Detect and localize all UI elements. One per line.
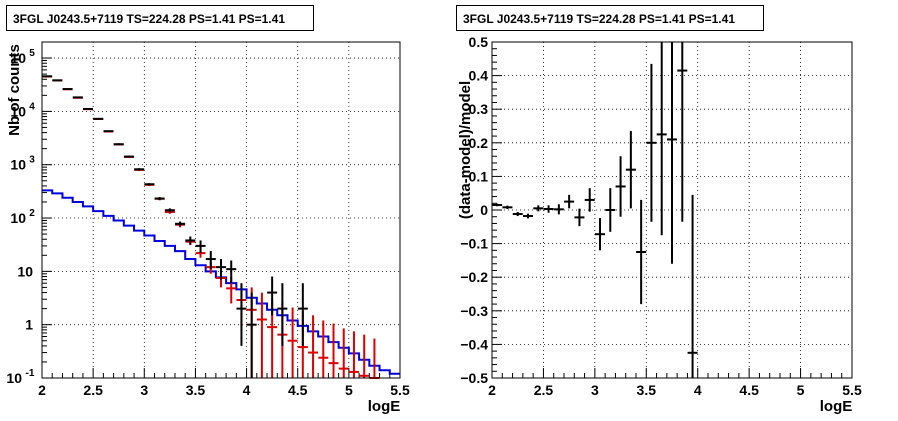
right-y-tick-label: −0.4 xyxy=(460,336,488,352)
left-plot-area xyxy=(42,42,400,378)
left-x-tick-label: 3.5 xyxy=(186,382,206,398)
left-y-tick-label: 10 xyxy=(10,50,26,66)
left-plot xyxy=(41,41,401,379)
left-x-tick-label: 5 xyxy=(345,382,353,398)
right-y-tick-label: 0.1 xyxy=(469,168,489,184)
left-x-axis-label: logE xyxy=(368,398,401,415)
right-y-tick-label: 0 xyxy=(480,202,488,218)
left-y-tick-exponent: 4 xyxy=(29,101,35,112)
right-x-tick-label: 4.5 xyxy=(739,382,759,398)
right-y-tick-label: −0.1 xyxy=(460,236,488,252)
right-y-tick-label: 0.4 xyxy=(469,68,489,84)
right-x-tick-label: 5 xyxy=(797,382,805,398)
left-y-tick-exponent: 3 xyxy=(29,155,35,166)
left-y-tick-label: 10 xyxy=(6,370,22,386)
right-y-tick-label: −0.3 xyxy=(460,303,488,319)
left-x-tick-label: 2 xyxy=(38,382,46,398)
right-y-tick-label: 0.5 xyxy=(469,34,489,50)
left-chart-title: 3FGL J0243.5+7119 TS=224.28 PS=1.41 PS=1… xyxy=(6,5,314,31)
left-x-tick-label: 4 xyxy=(243,382,251,398)
right-x-tick-label: 3 xyxy=(591,382,599,398)
right-x-tick-label: 2.5 xyxy=(534,382,554,398)
right-x-axis-label: logE xyxy=(820,398,853,415)
right-x-tick-label: 5.5 xyxy=(842,382,862,398)
right-plot xyxy=(491,41,853,379)
right-x-tick-label: 2 xyxy=(488,382,496,398)
right-x-tick-label: 3.5 xyxy=(637,382,657,398)
left-y-tick-exponent: 2 xyxy=(29,208,35,219)
left-y-tick-label: 10 xyxy=(17,263,33,279)
right-y-tick-label: −0.2 xyxy=(460,269,488,285)
right-plot-frame xyxy=(491,41,853,379)
left-y-axis-label: Nb of counts xyxy=(6,44,23,136)
left-y-tick-label: 1 xyxy=(25,317,33,333)
left-y-tick-label: 10 xyxy=(10,103,26,119)
left-y-tick-label: 10 xyxy=(10,157,26,173)
left-y-tick-label: 10 xyxy=(10,210,26,226)
right-chart-title: 3FGL J0243.5+7119 TS=224.28 PS=1.41 PS=1… xyxy=(456,5,764,31)
left-x-tick-label: 5.5 xyxy=(390,382,410,398)
right-y-tick-label: −0.5 xyxy=(460,370,488,386)
left-plot-frame xyxy=(41,41,401,379)
left-x-tick-label: 3 xyxy=(140,382,148,398)
left-x-tick-label: 2.5 xyxy=(83,382,103,398)
left-x-tick-label: 4.5 xyxy=(288,382,308,398)
right-y-tick-label: 0.3 xyxy=(469,101,489,117)
right-y-axis-label: (data-model)/model xyxy=(457,81,474,219)
right-x-tick-label: 4 xyxy=(694,382,702,398)
left-y-tick-exponent: -1 xyxy=(26,368,35,379)
right-y-tick-label: 0.2 xyxy=(469,135,489,151)
left-y-tick-exponent: 5 xyxy=(29,48,35,59)
